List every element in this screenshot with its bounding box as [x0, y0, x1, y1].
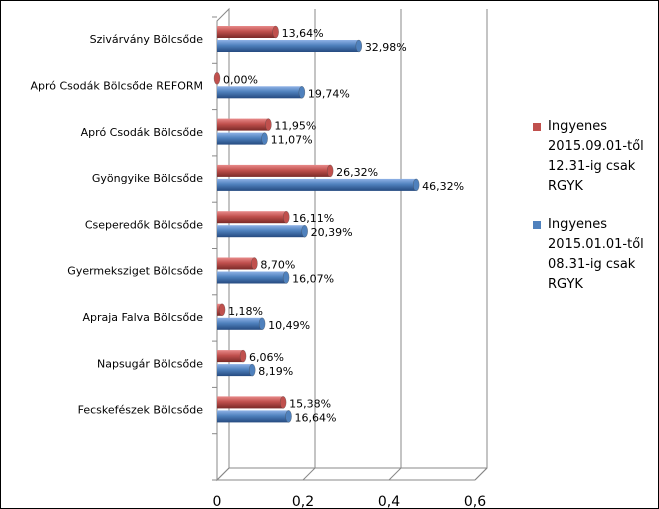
value-label: 16,07% — [292, 273, 334, 286]
bar — [217, 350, 244, 363]
bar — [217, 118, 269, 131]
bar-cap — [301, 225, 308, 238]
bar — [217, 211, 287, 224]
value-label: 1,18% — [228, 305, 263, 318]
bar-cap — [213, 72, 221, 85]
grid-line — [474, 9, 488, 481]
bar — [217, 317, 263, 330]
bar — [217, 132, 265, 145]
value-label: 0,00% — [223, 73, 258, 86]
grid-line — [216, 9, 230, 481]
bar-cap — [298, 86, 306, 99]
legend-swatch — [533, 123, 541, 131]
y-tick-label: Apró Csodák Bölcsőde REFORM — [30, 79, 203, 92]
value-label: 10,49% — [268, 319, 310, 332]
value-label: 8,70% — [260, 259, 295, 272]
bar-cap — [282, 271, 290, 284]
bar-cap — [261, 132, 268, 145]
bar — [217, 40, 359, 52]
y-tick-label: Gyöngyike Bölcsőde — [92, 172, 203, 185]
bar-cap — [283, 211, 290, 224]
bar — [217, 410, 289, 423]
bar — [217, 178, 417, 191]
value-label: 11,07% — [271, 134, 313, 147]
bar — [217, 225, 305, 238]
legend-label: Ingyenes 2015.01.01-től 08.31-ig csak RG… — [548, 217, 644, 292]
bar-cap — [355, 39, 362, 53]
value-label: 16,64% — [295, 411, 337, 424]
bar — [217, 26, 276, 38]
bar-cap — [279, 396, 287, 409]
bar-cap — [327, 164, 334, 178]
bar — [217, 164, 331, 177]
bar — [217, 271, 287, 284]
legend-swatch — [533, 221, 541, 229]
value-label: 13,64% — [282, 27, 324, 40]
value-label: 32,98% — [365, 41, 407, 54]
bar-cap — [251, 257, 258, 270]
grid-line — [302, 9, 316, 481]
x-tick-label: 0,2 — [292, 494, 314, 509]
bar — [217, 86, 302, 99]
x-tick-label: 0 — [213, 494, 222, 509]
bar-cap — [249, 363, 256, 377]
value-label: 11,95% — [274, 120, 316, 133]
bar-cap — [265, 118, 272, 131]
y-tick-label: Gyermeksziget Bölcsőde — [67, 265, 203, 278]
y-tick-label: Fecskefészek Bölcsőde — [78, 404, 204, 417]
bar-cap — [258, 317, 266, 330]
grid-line — [388, 9, 402, 481]
value-label: 19,74% — [308, 87, 350, 100]
bar-cap — [285, 410, 292, 423]
value-label: 8,19% — [258, 365, 293, 378]
value-label: 6,06% — [249, 351, 284, 364]
y-tick-label: Szivárvány Bölcsőde — [90, 33, 204, 46]
legend-label: Ingyenes 2015.09.01-től 12.31-ig csak RG… — [548, 119, 644, 194]
bar — [217, 364, 253, 377]
value-label: 46,32% — [422, 180, 464, 193]
y-tick-label: Apró Csodák Bölcsőde — [81, 126, 204, 139]
value-label: 15,38% — [289, 397, 331, 410]
bar — [217, 396, 284, 409]
x-tick-label: 0,4 — [378, 494, 400, 509]
value-label: 26,32% — [336, 166, 378, 179]
value-label: 16,11% — [292, 212, 334, 225]
bar-cap — [239, 349, 247, 363]
bar — [217, 257, 255, 270]
value-label: 20,39% — [311, 226, 353, 239]
y-tick-label: Napsugár Bölcsőde — [97, 357, 203, 370]
bar-cap — [218, 303, 226, 316]
y-tick-label: Cseperedők Bölcsőde — [85, 218, 203, 231]
bar-cap — [413, 178, 420, 192]
y-tick-label: Apraja Falva Bölcsőde — [82, 311, 203, 324]
bar-cap — [272, 25, 279, 39]
x-tick-label: 0,6 — [464, 494, 486, 509]
